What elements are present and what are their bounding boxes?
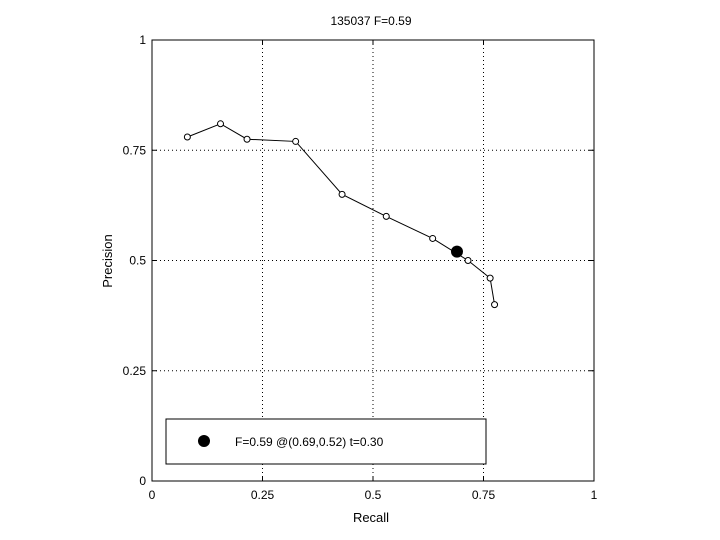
legend-box [165,418,487,465]
pr-curve-point [183,133,191,141]
pr-curve-point [491,301,499,309]
x-tick-label: 0 [149,488,156,502]
pr-curve-point [292,137,300,145]
y-tick-label: 0.75 [123,143,147,157]
pr-curve-point [217,120,225,128]
axis-ticks: 0 0.25 0.5 0.75 1 0 0.25 0.5 0.75 1 [123,33,598,502]
y-tick-label: 0.5 [129,254,146,268]
pr-curve-point [338,190,346,198]
pr-curve-point [382,212,390,220]
pr-curve-point [486,274,494,282]
y-axis-label: Precision [100,234,115,287]
grid-lines [152,40,594,481]
x-tick-label: 0.75 [472,488,496,502]
x-tick-label: 0.25 [251,488,275,502]
x-tick-label: 1 [591,488,598,502]
legend: F=0.59 @(0.69,0.52) t=0.30 [165,418,487,465]
pr-curve-line [187,123,496,305]
chart-title: 135037 F=0.59 [330,14,411,28]
x-axis-label: Recall [353,510,389,525]
pr-curve-point [464,257,472,264]
y-tick-label: 0 [139,474,146,488]
legend-marker [198,435,210,447]
y-tick-label: 1 [139,33,146,47]
legend-text: F=0.59 @(0.69,0.52) t=0.30 [235,435,384,449]
pr-curve-point [243,135,251,143]
series-group [183,120,499,309]
best-f-point [450,245,463,258]
y-tick-label: 0.25 [123,364,147,378]
pr-curve-point [429,234,437,242]
x-tick-label: 0.5 [365,488,382,502]
